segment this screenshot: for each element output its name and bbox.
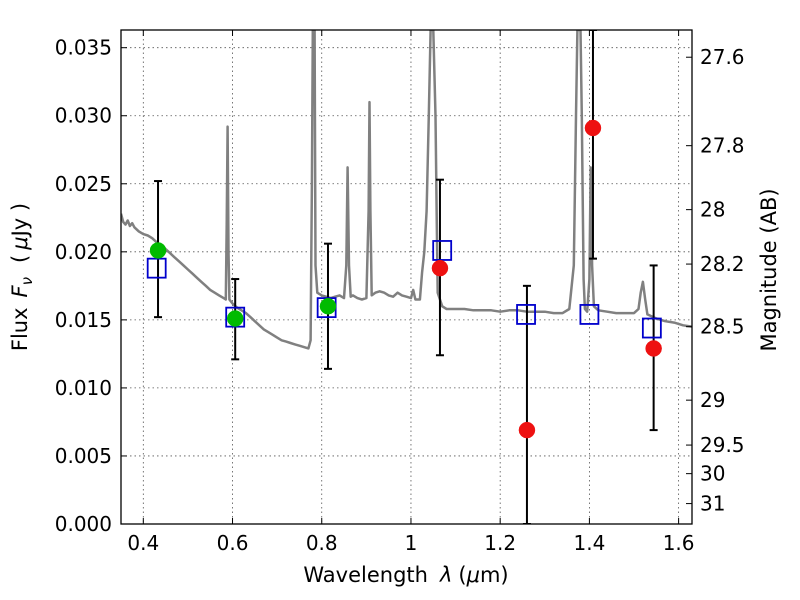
magnitude-tick-label: 28.5 bbox=[700, 315, 745, 339]
y-tick-label: 0.010 bbox=[55, 376, 112, 400]
magnitude-tick-label: 29 bbox=[700, 388, 725, 412]
magnitude-tick-label: 28 bbox=[700, 198, 725, 222]
plot-background bbox=[121, 30, 692, 524]
magnitude-tick-label: 27.6 bbox=[700, 45, 745, 69]
y-tick-label: 0.005 bbox=[55, 444, 112, 468]
measured-flux-point bbox=[518, 421, 536, 439]
magnitude-axis-ticks: 27.6 27.8 28 28.2 28.5 29 29.5 30 31 bbox=[686, 45, 745, 516]
y-axis-title-unit-mu: μ bbox=[8, 236, 32, 250]
plot-frame bbox=[120, 29, 693, 525]
y-tick-label: 0.030 bbox=[55, 104, 112, 128]
y-axis-title: Flux Fν ( μJy ) bbox=[8, 203, 36, 351]
model-flux-box bbox=[516, 304, 536, 325]
magnitude-tick-label: 28.2 bbox=[700, 252, 745, 276]
y-tick-label: 0.020 bbox=[55, 240, 112, 264]
y-axis-title-unit-open: ( bbox=[8, 255, 32, 263]
x-axis-title-unit-rest: m) bbox=[480, 563, 509, 587]
x-tick-label: 1.2 bbox=[484, 531, 516, 555]
measured-flux-point bbox=[584, 119, 602, 137]
y-axis-title-text: Flux bbox=[8, 307, 32, 351]
model-flux-box bbox=[641, 317, 662, 339]
x-tick-label: 1.6 bbox=[663, 531, 695, 555]
measured-flux-point bbox=[645, 340, 662, 357]
y-tick-label: 0.025 bbox=[55, 172, 112, 196]
x-tick-label: 0.8 bbox=[306, 531, 338, 555]
detected-flux-point bbox=[149, 242, 167, 259]
x-axis-title-unit-mu: μ bbox=[466, 563, 480, 587]
magnitude-tick-label: 27.8 bbox=[700, 134, 745, 158]
x-axis-title-symbol: λ bbox=[439, 563, 452, 587]
magnitude-tick-label: 31 bbox=[700, 492, 725, 516]
magnitude-tick-label: 29.5 bbox=[700, 433, 745, 457]
y-tick-label: 0.035 bbox=[55, 36, 112, 60]
y2-axis-title: Magnitude (AB) bbox=[757, 188, 781, 351]
detected-flux-point bbox=[319, 298, 337, 315]
x-tick-label: 1.4 bbox=[573, 531, 605, 555]
x-axis-title-unit-open: ( bbox=[458, 563, 466, 587]
y-axis-title-symbol: F bbox=[8, 284, 32, 297]
x-axis-ticks: 0.4 0.6 0.8 1 1.2 1.4 1.6 bbox=[127, 30, 695, 555]
model-flux-box bbox=[579, 304, 600, 325]
magnitude-tick-label: 30 bbox=[700, 462, 725, 486]
y-tick-label: 0.000 bbox=[55, 512, 112, 536]
x-tick-label: 1 bbox=[405, 531, 418, 555]
observed-flux-points bbox=[149, 119, 662, 439]
y-axis-title-unit-rest: Jy ) bbox=[8, 203, 32, 239]
measured-flux-point bbox=[431, 259, 449, 277]
x-tick-label: 0.6 bbox=[217, 531, 249, 555]
x-axis-title-text: Wavelength bbox=[303, 563, 428, 587]
y-axis-title-subscript: ν bbox=[18, 277, 36, 285]
model-flux-box bbox=[146, 257, 167, 279]
model-flux-boxes bbox=[146, 240, 662, 339]
spectrum-line bbox=[121, 30, 692, 350]
model-flux-box bbox=[432, 240, 453, 261]
x-tick-label: 0.4 bbox=[127, 531, 159, 555]
y-tick-label: 0.015 bbox=[55, 308, 112, 332]
detected-flux-point bbox=[226, 310, 244, 327]
x-axis-title: Wavelength λ (μm) bbox=[303, 563, 508, 587]
y-axis-ticks: 0.000 0.005 0.010 0.015 0.020 0.025 0.030 0.035 bbox=[55, 36, 127, 536]
